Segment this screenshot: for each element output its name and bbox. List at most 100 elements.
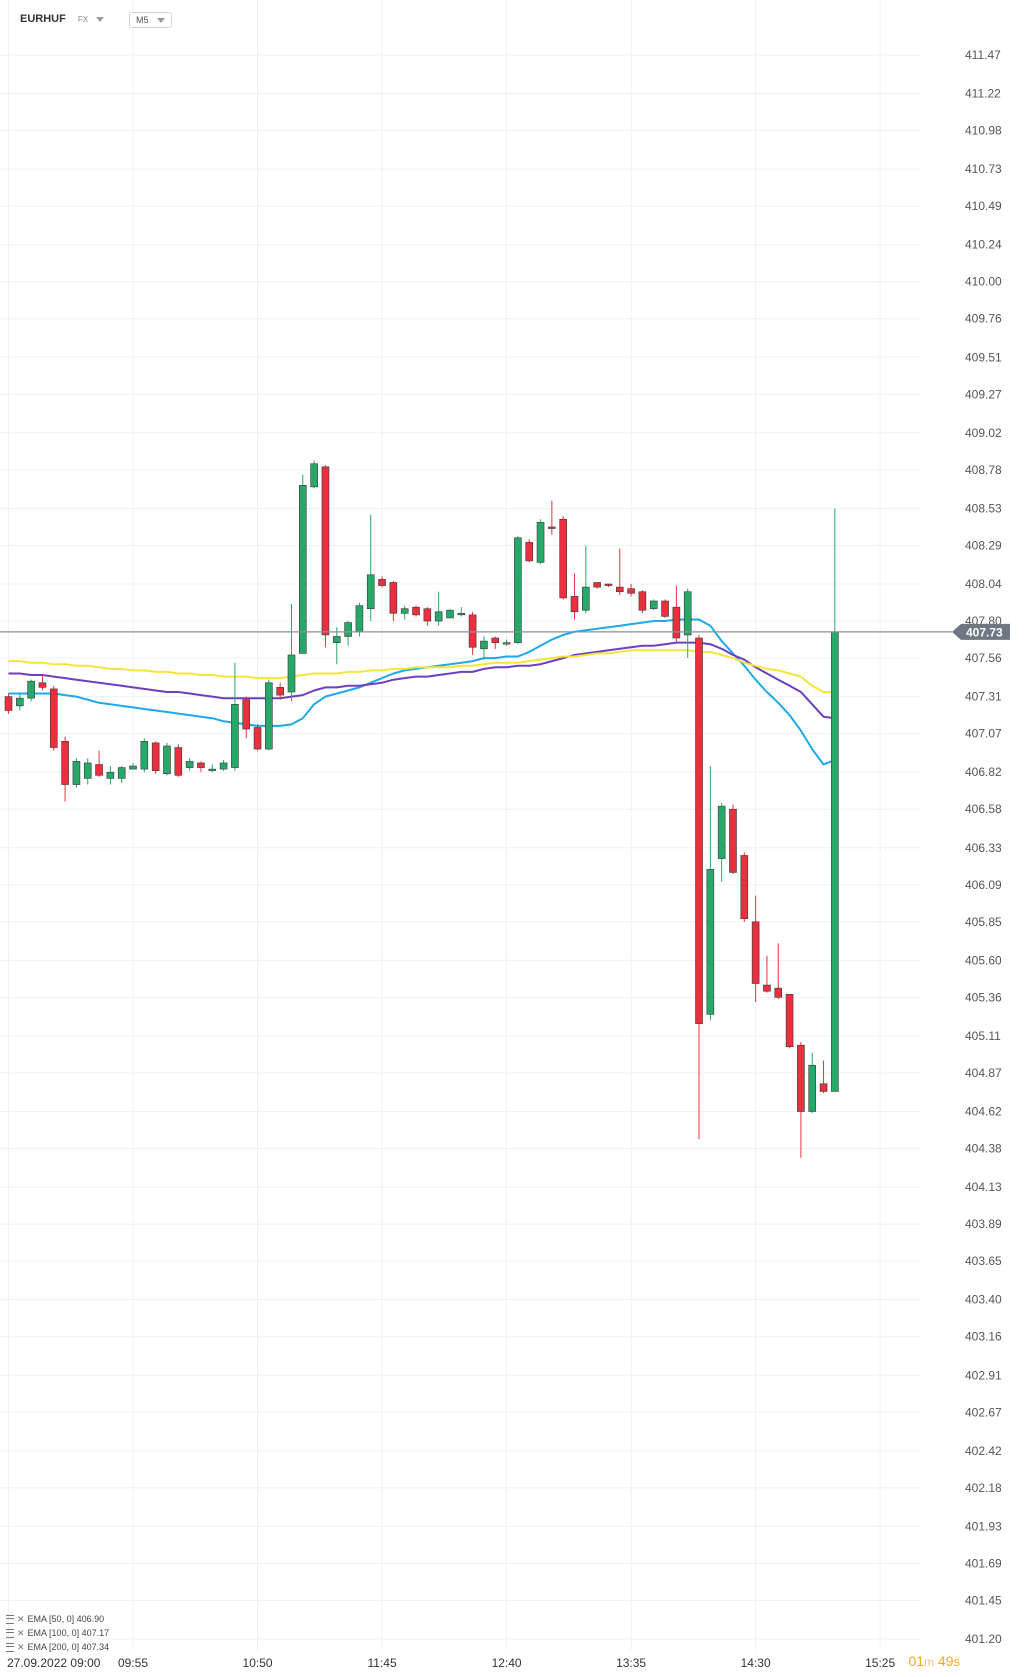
candle[interactable] bbox=[299, 474, 307, 654]
candle[interactable] bbox=[310, 460, 318, 489]
legend-item-ema-200[interactable]: ✕ EMA [200, 0] 407.34 bbox=[6, 1640, 109, 1654]
candle[interactable] bbox=[774, 943, 783, 999]
candle[interactable] bbox=[661, 599, 669, 618]
candle[interactable] bbox=[366, 514, 375, 622]
candle[interactable] bbox=[163, 742, 171, 776]
candle[interactable] bbox=[729, 804, 737, 874]
candle[interactable] bbox=[287, 604, 296, 702]
candle[interactable] bbox=[219, 759, 228, 771]
candle[interactable] bbox=[400, 605, 409, 620]
candle[interactable] bbox=[468, 611, 477, 655]
settings-icon[interactable] bbox=[6, 1628, 14, 1638]
close-icon[interactable]: ✕ bbox=[17, 1614, 25, 1624]
candle-body bbox=[265, 682, 273, 750]
candle[interactable] bbox=[627, 584, 635, 597]
current-price-label: 407.73 bbox=[966, 625, 1003, 639]
candle[interactable] bbox=[208, 764, 217, 773]
candle[interactable] bbox=[582, 545, 590, 614]
candle[interactable] bbox=[570, 573, 579, 620]
candle[interactable] bbox=[683, 588, 692, 659]
candle-body bbox=[525, 542, 534, 562]
candle[interactable] bbox=[559, 516, 567, 600]
candle[interactable] bbox=[491, 636, 500, 649]
candle[interactable] bbox=[514, 536, 522, 645]
market-type: FX bbox=[77, 14, 89, 24]
candle[interactable] bbox=[797, 1042, 805, 1158]
candle[interactable] bbox=[231, 662, 239, 771]
candle-body bbox=[95, 764, 103, 776]
candle-body bbox=[321, 466, 330, 636]
settings-icon[interactable] bbox=[6, 1642, 14, 1652]
candle[interactable] bbox=[276, 682, 284, 700]
candle[interactable] bbox=[174, 744, 183, 777]
candle[interactable] bbox=[253, 724, 262, 751]
candle[interactable] bbox=[321, 465, 330, 648]
candle[interactable] bbox=[706, 766, 715, 1021]
close-icon[interactable]: ✕ bbox=[17, 1628, 25, 1638]
candle[interactable] bbox=[197, 761, 205, 773]
y-tick-label: 407.56 bbox=[965, 651, 1002, 665]
timer-minutes-unit: m bbox=[924, 1655, 935, 1669]
candle[interactable] bbox=[27, 679, 35, 702]
candle[interactable] bbox=[751, 895, 760, 1003]
candle-body bbox=[763, 984, 771, 992]
candle[interactable] bbox=[502, 639, 511, 646]
candle[interactable] bbox=[808, 1052, 817, 1114]
candle[interactable] bbox=[265, 679, 273, 751]
candle[interactable] bbox=[548, 500, 556, 535]
symbol-dropdown-icon[interactable] bbox=[96, 16, 105, 22]
legend-item-ema-50[interactable]: ✕ EMA [50, 0] 406.90 bbox=[6, 1612, 109, 1626]
candle[interactable] bbox=[593, 582, 601, 589]
candle[interactable] bbox=[106, 766, 115, 785]
candle[interactable] bbox=[140, 738, 149, 773]
candle[interactable] bbox=[332, 627, 341, 665]
candle[interactable] bbox=[242, 696, 251, 739]
candle[interactable] bbox=[434, 591, 443, 626]
candle[interactable] bbox=[525, 539, 534, 563]
candle[interactable] bbox=[389, 580, 398, 622]
candle[interactable] bbox=[95, 750, 103, 777]
candle[interactable] bbox=[638, 590, 647, 614]
candle[interactable] bbox=[717, 803, 726, 882]
candle[interactable] bbox=[423, 607, 432, 626]
candle[interactable] bbox=[457, 607, 466, 617]
candle[interactable] bbox=[785, 993, 794, 1049]
candle[interactable] bbox=[72, 758, 81, 788]
candle[interactable] bbox=[83, 758, 92, 785]
candle[interactable] bbox=[604, 583, 613, 588]
candle[interactable] bbox=[117, 766, 126, 783]
candle[interactable] bbox=[129, 762, 137, 770]
candle-body bbox=[831, 631, 839, 1092]
settings-icon[interactable] bbox=[6, 1614, 14, 1624]
candle[interactable] bbox=[763, 955, 771, 993]
candle[interactable] bbox=[4, 693, 13, 714]
candle[interactable] bbox=[446, 608, 454, 619]
candle[interactable] bbox=[412, 605, 420, 617]
candle[interactable] bbox=[61, 736, 69, 802]
candle[interactable] bbox=[740, 852, 749, 922]
candle[interactable] bbox=[344, 621, 352, 646]
candle[interactable] bbox=[649, 599, 658, 611]
symbol-name[interactable]: EURHUF bbox=[20, 13, 66, 25]
candle[interactable] bbox=[378, 576, 386, 588]
candle[interactable] bbox=[831, 508, 839, 1092]
candle[interactable] bbox=[536, 519, 545, 564]
close-icon[interactable]: ✕ bbox=[17, 1642, 25, 1652]
candle[interactable] bbox=[480, 636, 488, 660]
candle-body bbox=[253, 727, 262, 750]
candle[interactable] bbox=[185, 758, 194, 771]
candle[interactable] bbox=[151, 741, 160, 774]
candle[interactable] bbox=[16, 693, 24, 711]
candle[interactable] bbox=[38, 675, 47, 691]
legend-label: EMA [200, 0] 407.34 bbox=[27, 1642, 110, 1652]
candle[interactable] bbox=[695, 634, 703, 1140]
candle-body bbox=[400, 608, 409, 614]
timer-seconds: 49 bbox=[937, 1653, 954, 1669]
candle[interactable] bbox=[819, 1060, 828, 1094]
candle[interactable] bbox=[615, 548, 624, 595]
candle[interactable] bbox=[49, 685, 58, 751]
timeframe-selector[interactable]: M5 bbox=[129, 12, 172, 28]
legend-item-ema-100[interactable]: ✕ EMA [100, 0] 407.17 bbox=[6, 1626, 109, 1640]
candle[interactable] bbox=[672, 585, 681, 643]
